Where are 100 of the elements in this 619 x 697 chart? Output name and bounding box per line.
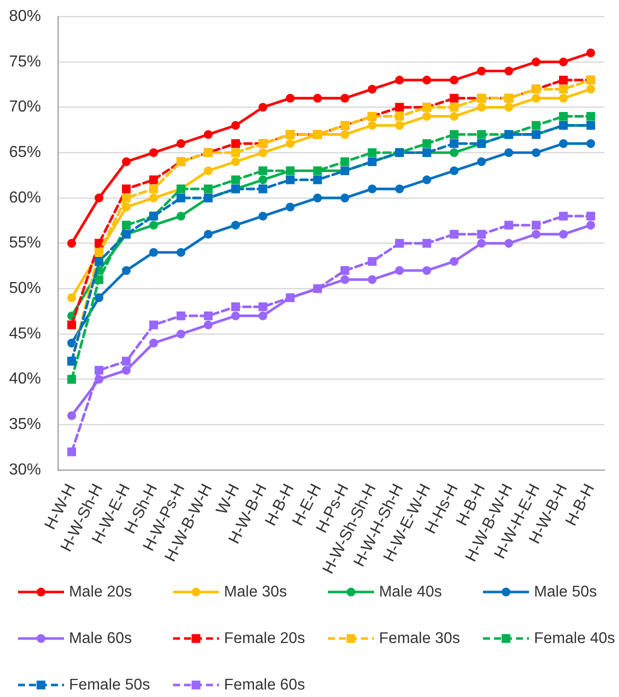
point [122,220,131,230]
point [450,76,459,84]
point [176,212,186,220]
point [313,166,322,176]
point [67,320,76,330]
point [368,184,377,194]
point [559,76,568,84]
point [340,275,350,284]
point [286,166,295,176]
point [231,175,240,184]
point [149,248,158,257]
point [258,302,268,312]
point [395,102,404,112]
point [313,284,322,294]
point [204,130,213,139]
point [340,194,350,202]
point [204,184,213,194]
point [532,94,540,103]
point [340,94,350,103]
point [286,175,295,184]
y-tick-label: 55% [8,234,41,252]
point [258,175,268,184]
point [504,102,514,112]
point [176,139,186,148]
point [450,102,459,112]
point [532,121,540,130]
point [586,84,596,94]
legend-label: Female 60s [224,676,306,694]
point [450,130,459,139]
point [450,166,459,176]
point [204,230,213,239]
point [67,238,76,248]
point [94,257,104,266]
y-tick-label: 30% [8,461,41,478]
point [450,94,459,103]
point [477,130,486,139]
point [122,366,131,375]
y-tick-label: 65% [8,144,41,162]
point [559,212,568,220]
legend-label: Male 60s [69,630,132,647]
point [477,66,486,76]
point [231,139,240,148]
point [122,157,131,166]
y-tick-label: 35% [8,416,41,434]
point [559,230,568,239]
point [477,102,486,112]
point [258,184,268,194]
point [395,121,404,130]
point [204,166,213,176]
point [477,238,486,248]
point [559,112,568,121]
point [149,175,158,184]
point [176,194,186,202]
legend-label: Male 30s [224,583,288,600]
point [149,184,158,194]
point [94,366,104,375]
point [422,175,432,184]
legend-label: Male 50s [534,583,598,600]
point [368,275,377,284]
point [395,184,404,194]
point [122,356,131,366]
point [504,238,514,248]
legend-label: Female 30s [379,630,460,647]
point [586,139,596,148]
point [422,238,432,248]
point [422,139,432,148]
point [340,266,350,275]
y-tick-label: 50% [8,280,41,298]
point [286,293,295,302]
point [559,94,568,103]
point [368,148,377,158]
legend-label: Male 40s [379,583,442,600]
point [450,139,459,148]
point [559,84,568,94]
point [586,48,596,58]
point [286,139,295,148]
legend-label: Male 20s [69,583,132,600]
y-tick-label: 45% [8,325,41,342]
point [477,157,486,166]
point [586,220,596,230]
point [122,184,131,194]
point [395,266,404,275]
point [586,112,596,121]
y-tick-label: 60% [8,189,41,206]
point [395,112,404,121]
point [67,374,76,384]
point [532,230,540,239]
point [122,266,131,275]
legend-label: Female 50s [69,676,150,694]
point [286,94,295,103]
point [231,302,240,312]
point [477,230,486,239]
point [258,311,268,320]
point [504,148,514,158]
point [313,194,322,202]
point [395,76,404,84]
point [313,175,322,184]
point [176,248,186,257]
point [450,257,459,266]
point [94,194,104,202]
